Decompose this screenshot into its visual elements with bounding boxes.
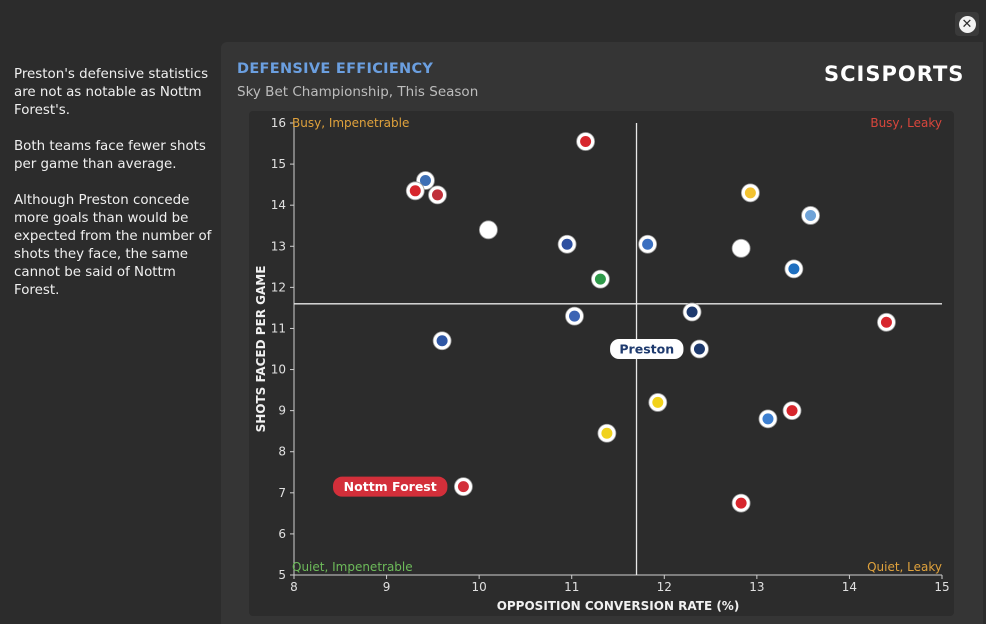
quadrant-label-bottom-left: Quiet, Impenetrable	[292, 560, 413, 574]
x-axis-label: OPPOSITION CONVERSION RATE (%)	[497, 599, 740, 613]
chart-title: DEFENSIVE EFFICIENCY	[237, 61, 434, 77]
x-tick-label: 14	[842, 580, 857, 594]
team-badge-crest	[652, 396, 664, 408]
team-badge-crest	[686, 306, 698, 318]
summary-paragraph-3: Although Preston concede more goals than…	[14, 193, 212, 298]
y-tick-label: 12	[271, 280, 286, 294]
y-tick-label: 16	[271, 116, 286, 130]
team-badge-crest	[805, 209, 817, 221]
y-tick-label: 13	[271, 239, 286, 253]
team-badge-crest	[580, 135, 592, 147]
team-badge-crest	[880, 316, 892, 328]
x-tick-label: 8	[290, 580, 298, 594]
team-badge-crest	[642, 238, 654, 250]
team-badge-crest	[693, 343, 705, 355]
team-badge-crest	[409, 185, 421, 197]
team-badge-crest	[419, 175, 431, 187]
scatter-chart-area: 8 9 10 11 12 13 14 15 5 6 7 8 9 10 11 12 13 14 15 16 OPPOSIT…	[249, 111, 954, 616]
summary-paragraph-1: Preston's defensive statistics are not a…	[14, 67, 209, 118]
scisports-logo: SCISPORTS	[824, 62, 965, 86]
team-badge-crest	[735, 497, 747, 509]
team-badge-crest	[735, 242, 747, 254]
highlight-label-text: Nottm Forest	[344, 479, 437, 494]
team-badge-crest	[436, 335, 448, 347]
highlight-label-pill	[333, 476, 448, 497]
x-tick-label: 12	[657, 580, 672, 594]
y-tick-label: 14	[271, 198, 286, 212]
y-tick-label: 9	[278, 404, 286, 418]
team-badge-crest	[786, 405, 798, 417]
y-tick-label: 11	[271, 321, 286, 335]
highlight-label-text: Preston	[619, 342, 674, 357]
y-tick-label: 6	[278, 527, 286, 541]
team-badge-crest	[601, 427, 613, 439]
y-tick-label: 8	[278, 445, 286, 459]
team-badge-crest	[568, 310, 580, 322]
team-badge-crest	[762, 413, 774, 425]
x-tick-label: 11	[564, 580, 579, 594]
team-badge-crest	[788, 263, 800, 275]
team-badge-crest	[744, 187, 756, 199]
y-tick-label: 10	[271, 363, 286, 377]
close-button[interactable]: ✕	[955, 12, 979, 36]
quadrant-label-bottom-right: Quiet, Leaky	[867, 560, 942, 574]
chart-subtitle: Sky Bet Championship, This Season	[237, 84, 479, 100]
team-badge-crest	[431, 189, 443, 201]
y-tick-label: 7	[278, 486, 286, 500]
team-badge-crest	[594, 273, 606, 285]
x-tick-label: 15	[934, 580, 949, 594]
scatter-plot: 8 9 10 11 12 13 14 15 5 6 7 8 9 10 11 12 13 14 15 16 OPPOSIT…	[254, 116, 950, 613]
team-badge-crest	[482, 224, 494, 236]
quadrant-label-top-left: Busy, Impenetrable	[292, 116, 409, 130]
x-tick-label: 13	[749, 580, 764, 594]
close-icon: ✕	[958, 15, 976, 33]
y-tick-label: 5	[278, 568, 286, 582]
y-tick-label: 15	[271, 157, 286, 171]
x-tick-label: 10	[472, 580, 487, 594]
team-badge-crest	[561, 238, 573, 250]
quadrant-label-top-right: Busy, Leaky	[870, 116, 942, 130]
chart-panel: DEFENSIVE EFFICIENCY Sky Bet Championshi…	[221, 42, 983, 624]
highlight-label-pill	[610, 339, 684, 359]
y-axis-label: SHOTS FACED PER GAME	[254, 266, 268, 433]
x-tick-label: 9	[383, 580, 391, 594]
team-badge-crest	[457, 481, 469, 493]
sidebar-summary: Preston's defensive statistics are not a…	[14, 66, 214, 318]
summary-paragraph-2: Both teams face fewer shots per game tha…	[14, 139, 206, 172]
